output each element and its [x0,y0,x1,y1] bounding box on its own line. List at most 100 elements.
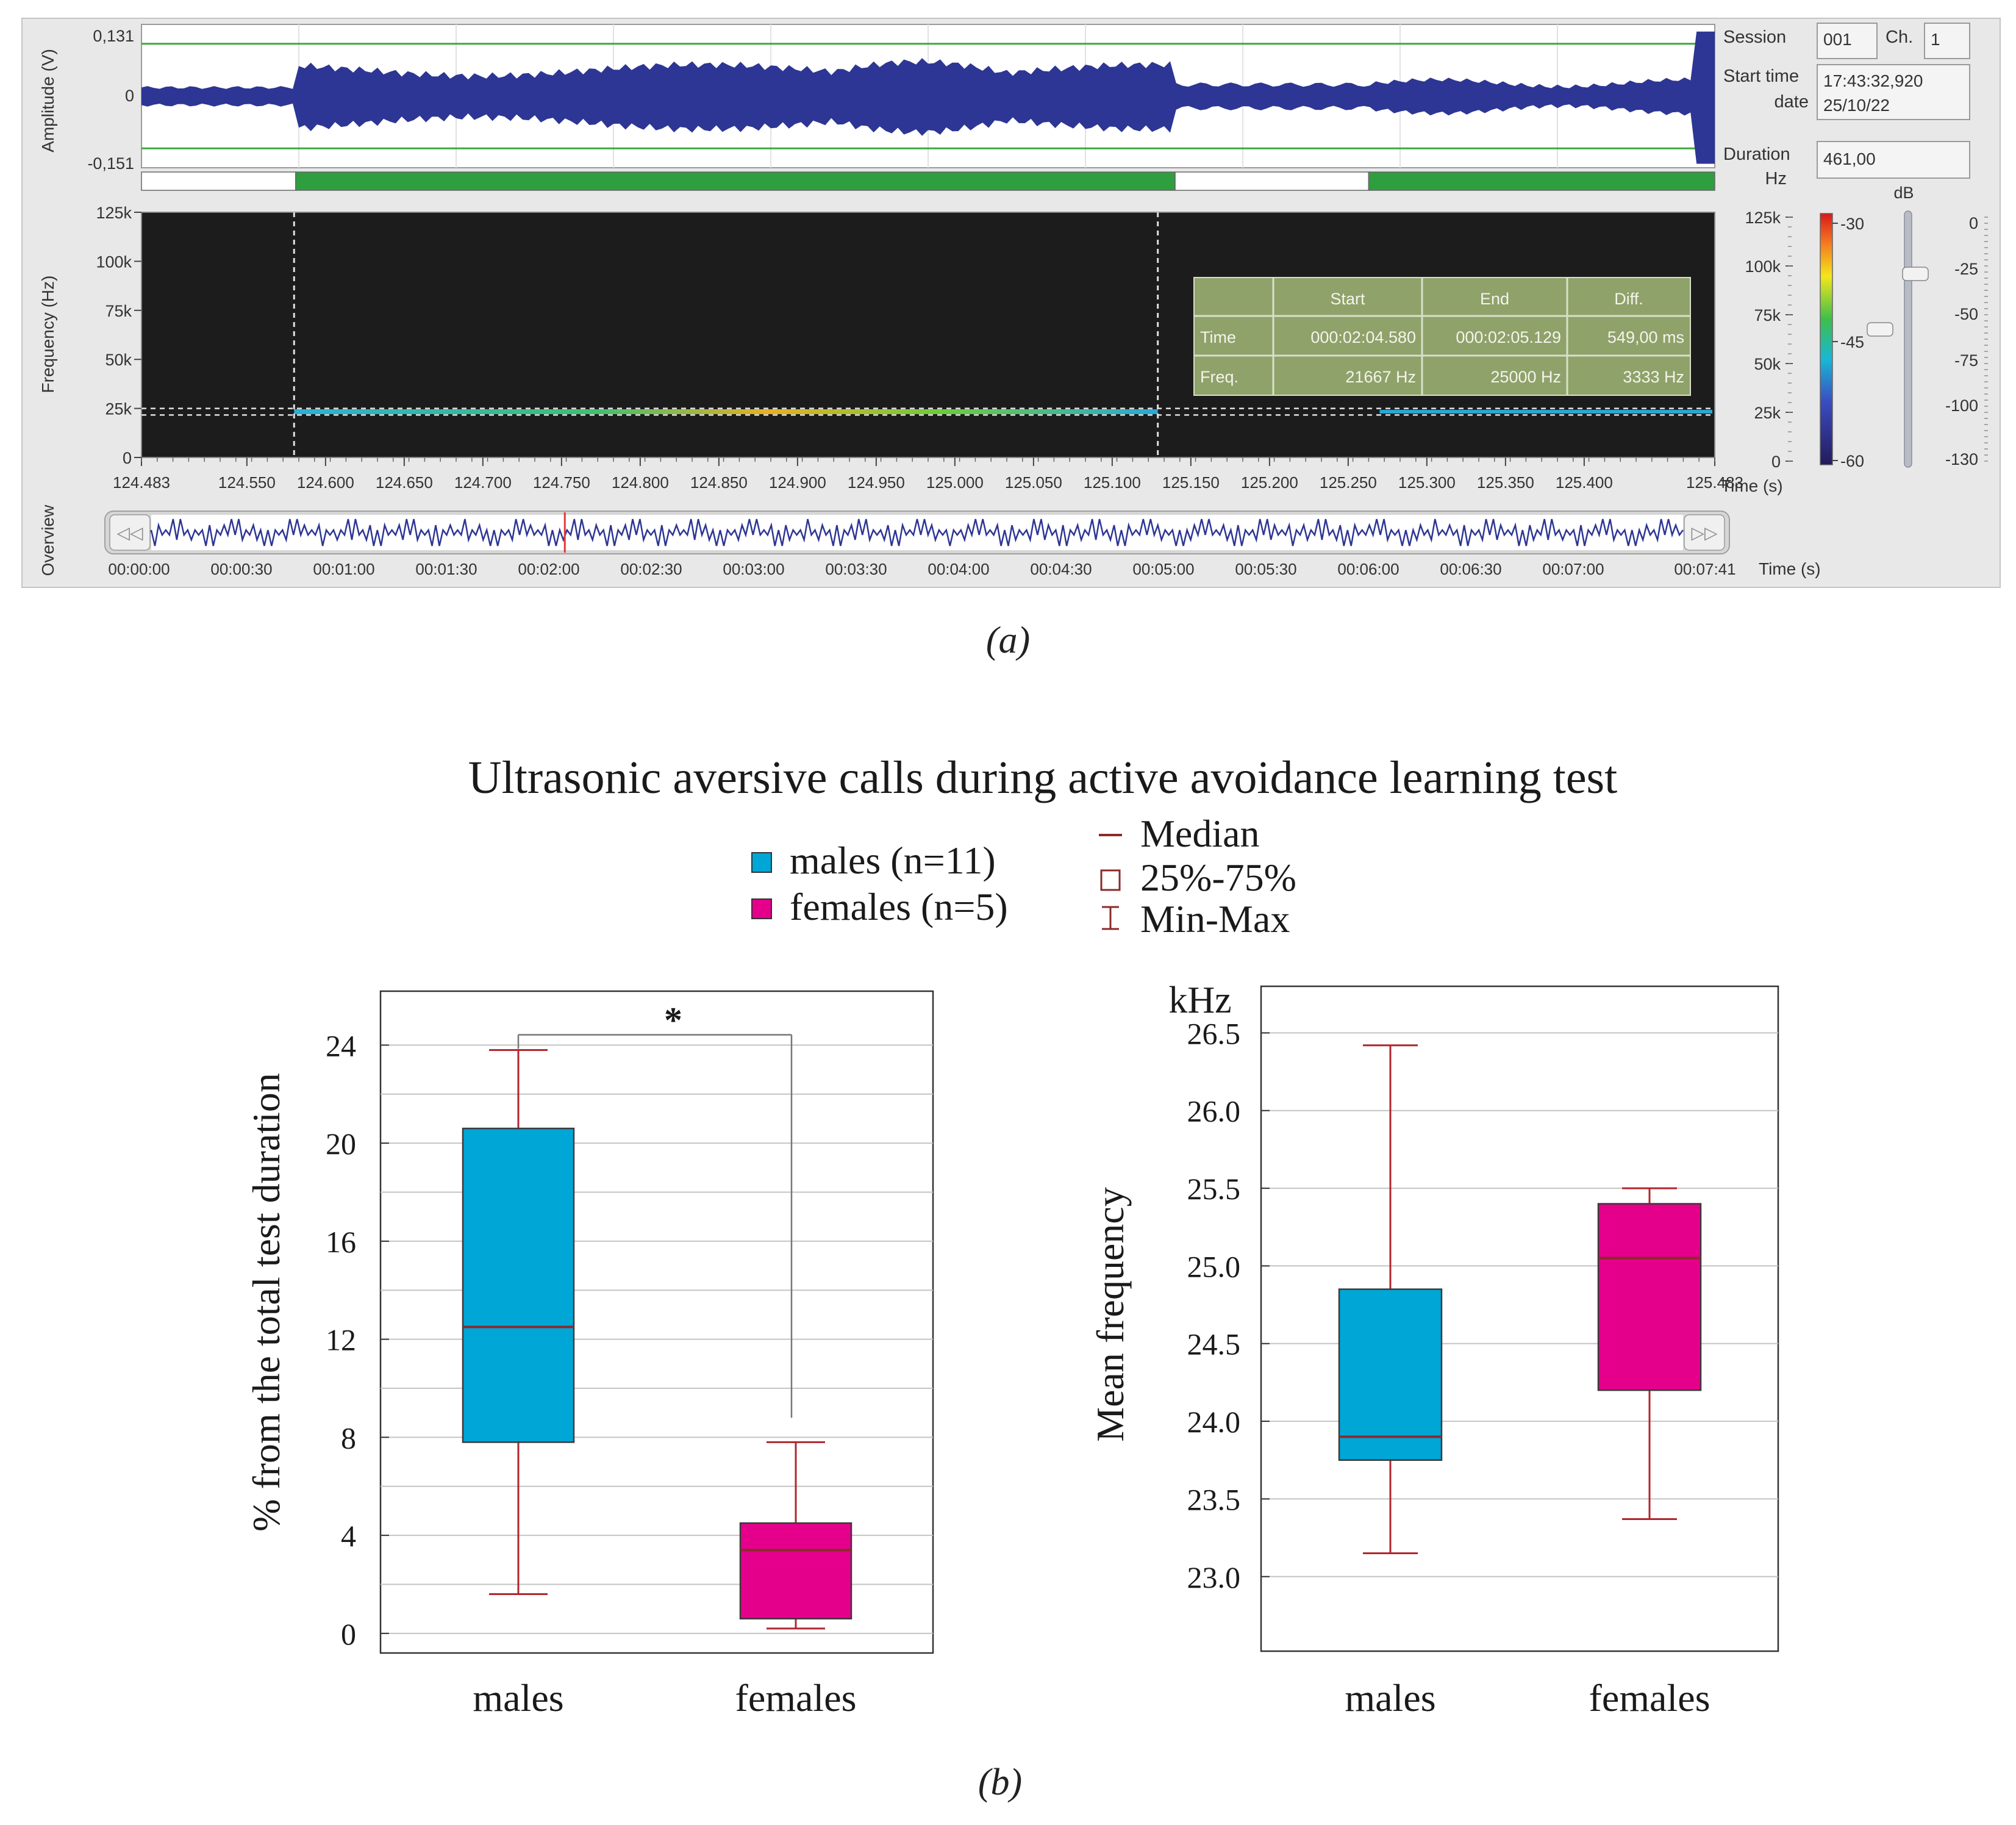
overview-xtick-label: 00:01:30 [415,560,477,578]
spec-ytick-label: 50k [105,351,132,369]
spec-xtick-label: 124.550 [218,473,276,492]
spec-xtick-label: 125.000 [926,473,984,492]
box-males [1338,1044,1443,1555]
duration-field[interactable] [1817,141,1970,179]
chart2-yticks: 23.0 23.5 24.0 24.5 25.0 25.5 26.0 26.5 [1187,1016,1270,1594]
session-value: 001 [1823,30,1852,49]
session-info-panel: Session 001 Ch. 1 Start time date 17:43:… [1723,23,1970,188]
ytick-label: 4 [341,1519,356,1553]
chart1-xlabels: males females [473,1676,856,1719]
colorbar-ticks: -30 -45 -60 [1832,215,1864,470]
overview-xtick-label: 00:06:30 [1440,560,1501,578]
overview-xtick-label: 00:07:00 [1542,560,1604,578]
colorbar [1820,213,1833,465]
overview-xtick-label: 00:06:00 [1337,560,1399,578]
segment-2 [1174,171,1370,191]
cursor-table-cell: Time [1200,328,1236,346]
colorbar-tick-label: -45 [1840,333,1864,351]
overview-next-button[interactable] [1684,514,1725,551]
spectrogram-time-label: Time (s) [1721,476,1783,495]
legend-males-label: males (n=11) [790,839,996,882]
db-tick-label: -25 [1954,260,1978,278]
overview-xtick-label: 00:03:00 [723,560,784,578]
xlabel-males: males [1345,1676,1435,1719]
iqr-box [1338,1288,1443,1461]
overview-xtick-label: 00:07:41 [1674,560,1735,578]
right-freq-tick: 125k [1745,209,1781,227]
iqr-box [462,1127,575,1443]
overview-label: Overview [38,504,57,576]
chart2-xlabels: males females [1345,1676,1710,1719]
amplitude-waveform [141,31,1715,164]
ytick-label: 26.0 [1187,1094,1241,1128]
right-freq-tick: 50k [1754,355,1781,373]
legend-minmax-glyph [1102,906,1119,930]
start-time-field[interactable] [1817,64,1970,120]
channel-value: 1 [1931,30,1940,49]
db-slider-handle-bottom[interactable] [1867,322,1893,337]
spec-xtick-label: 124.850 [690,473,748,492]
detection-segment-bar [141,171,1715,191]
db-slider-handle-top[interactable] [1902,267,1929,281]
spec-xtick-label: 124.483 [113,473,170,492]
session-field[interactable] [1817,23,1878,59]
boxplot-mean-frequency: 23.0 23.5 24.0 24.5 25.0 25.5 26.0 26.5 kHz Mea… [1088,980,1779,1719]
iqr-box [739,1522,853,1619]
overview-time-label: Time (s) [1759,559,1821,578]
right-freq-tick: 100k [1745,257,1781,276]
db-ticks: 0 -25 -50 -75 -100 -130 [1945,214,1988,468]
start-time-value: 17:43:32,920 [1823,71,1923,90]
ytick-label: 20 [326,1127,356,1161]
ytick-label: 12 [326,1323,356,1357]
overview-xtick-label: 00:05:30 [1235,560,1296,578]
caption-a: (a) [986,620,1030,661]
overview-prev-button[interactable] [109,514,151,551]
ytick-label: 24 [326,1028,356,1063]
channel-field[interactable] [1924,23,1970,59]
spec-xtick-label: 124.650 [376,473,433,492]
spec-xtick-label: 124.750 [533,473,590,492]
chart2-unit-label: kHz [1168,980,1231,1021]
db-tick-label: -100 [1945,396,1978,415]
spectrogram-yticks: 125k 100k 75k 50k 25k 0 [96,204,141,467]
boxplot-duration: 0 4 8 12 16 20 24 % from the total test durati… [245,990,934,1719]
spec-xtick-label: 124.900 [769,473,826,492]
amp-tick-min: -0,151 [87,154,134,173]
amp-tick-zero: 0 [125,87,134,105]
ytick-label: 24.5 [1187,1327,1241,1361]
ytick-label: 23.0 [1187,1560,1241,1594]
spec-xtick-label: 125.300 [1398,473,1456,492]
legend-females-label: females (n=5) [790,885,1008,928]
ytick-label: 25.5 [1187,1172,1241,1206]
start-time-label: Start time [1723,66,1799,86]
ytick-label: 25.0 [1187,1249,1241,1283]
spec-xtick-label: 125.483 [1686,473,1743,492]
segment-1 [295,171,1176,191]
cursor-table-header: End [1480,290,1509,308]
significance-star: * [664,1000,682,1040]
duration-value: 461,00 [1823,149,1876,168]
spec-xtick-label: 125.200 [1241,473,1298,492]
db-slider-track[interactable] [1904,210,1912,468]
overview-xtick-label: 00:02:00 [518,560,579,578]
rewind-icon: ◁◁ [116,523,143,542]
segment-3 [1368,171,1715,191]
spec-xtick-label: 124.800 [612,473,669,492]
colorbar-tick-label: -30 [1840,215,1864,233]
spec-ytick-label: 75k [105,302,132,320]
session-label: Session [1723,27,1786,47]
right-freq-tick: 0 [1771,453,1781,471]
overview-xtick-label: 00:03:30 [825,560,887,578]
chart1-gridlines [381,1044,933,1634]
spec-ytick-label: 25k [105,400,132,418]
db-tick-label: -130 [1945,450,1978,468]
spec-xtick-label: 124.950 [848,473,905,492]
right-freq-tick: 25k [1754,404,1781,422]
iqr-box [1597,1203,1702,1391]
box-females [739,1441,853,1630]
spec-xtick-label: 125.050 [1005,473,1062,492]
spectrogram-call-trace [294,409,1158,414]
db-tick-label: -50 [1954,305,1978,323]
panel-a-software-window: Amplitude (V) 0,131 0 -0,151 Session 001… [21,18,2001,588]
overview-waveform [150,518,1684,547]
